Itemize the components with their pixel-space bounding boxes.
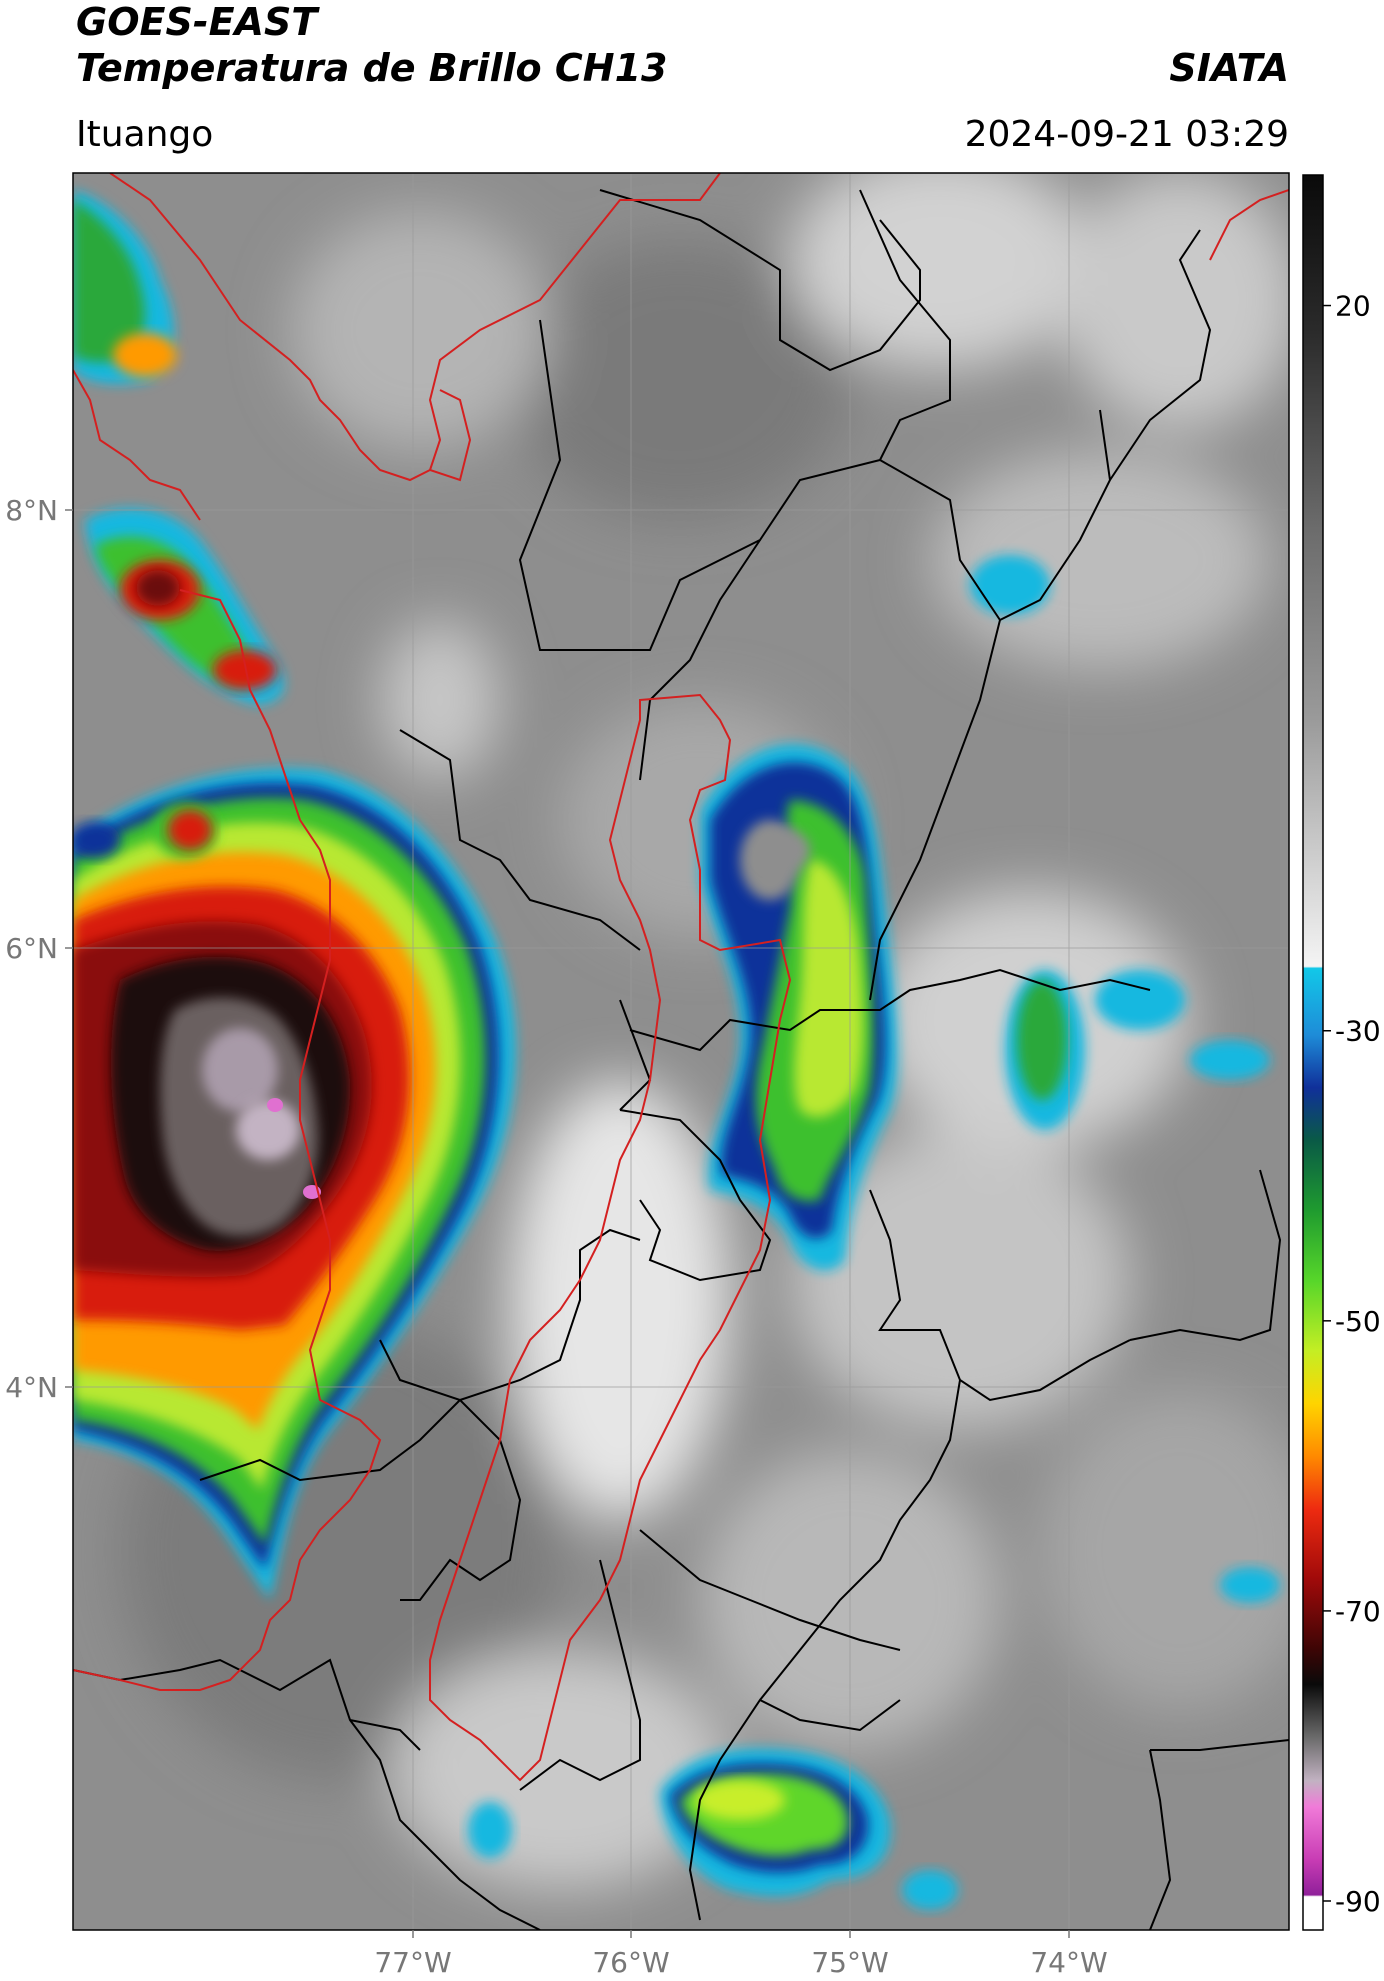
colorbar-tick-label: -50 — [1335, 1305, 1381, 1338]
product-title: Temperatura de Brillo CH13 — [76, 46, 668, 90]
lon-label-76: 76°W — [592, 1946, 669, 1979]
lat-label-4: 4°N — [5, 1371, 58, 1404]
colorbar-tick-label: 20 — [1335, 290, 1371, 323]
region-label: Ituango — [76, 114, 214, 155]
convective-cells-northwest — [73, 190, 284, 858]
lat-label-8: 8°N — [5, 494, 58, 527]
lon-axis: 77°W 76°W 75°W 74°W — [374, 1930, 1108, 1979]
lon-label-75: 75°W — [811, 1946, 888, 1979]
map-frame — [72, 172, 1290, 1931]
convective-cell-south — [660, 1748, 891, 1897]
lat-label-6: 6°N — [5, 932, 58, 965]
colorbar-ticks: 20 -30 -50 -70 -90 — [1323, 290, 1381, 1918]
red-borders — [73, 173, 1289, 1782]
lon-label-77: 77°W — [374, 1946, 451, 1979]
lat-axis: 8°N 6°N 4°N — [5, 494, 73, 1404]
colorbar: 20 -30 -50 -70 -90 — [1302, 174, 1381, 1931]
colorbar-gradient — [1302, 174, 1324, 1931]
colorbar-tick-label: -70 — [1335, 1595, 1381, 1628]
colorbar-tick-label: -90 — [1335, 1885, 1381, 1918]
brand-label: SIATA — [1169, 46, 1289, 90]
convective-cell-west — [73, 768, 516, 1600]
imagery-layer — [73, 173, 1289, 1930]
datetime-label: 2024-09-21 03:29 — [964, 114, 1289, 155]
colorbar-tick-label: -30 — [1335, 1015, 1381, 1048]
lon-label-74: 74°W — [1030, 1946, 1107, 1979]
department-borders — [73, 189, 1289, 1930]
convective-cells-east — [468, 555, 1280, 1910]
convective-cell-central — [700, 744, 898, 1271]
satellite-title: GOES-EAST — [76, 0, 318, 44]
